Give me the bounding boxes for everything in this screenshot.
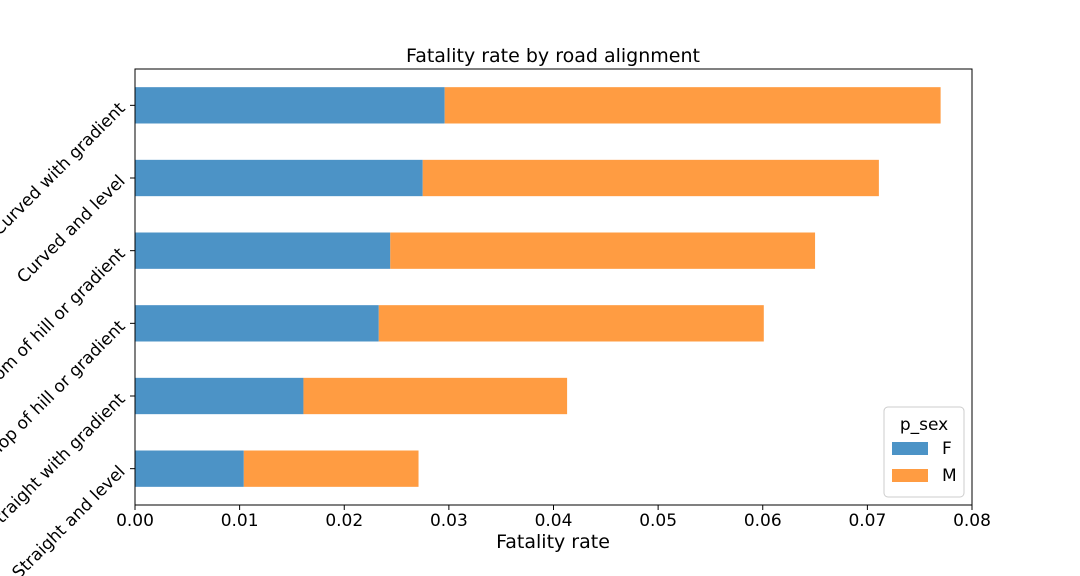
legend-swatch-f	[892, 442, 928, 455]
bar-m-1	[303, 377, 568, 415]
bar-m-0	[243, 450, 419, 487]
x-tick-label: 0.04	[535, 511, 573, 531]
legend-label-f: F	[942, 439, 952, 459]
bar-f-1	[135, 377, 304, 415]
x-tick-label: 0.08	[953, 511, 991, 531]
bar-f-5	[135, 87, 445, 124]
x-tick-label: 0.05	[639, 511, 677, 531]
legend-swatch-m	[892, 469, 928, 482]
chart-title: Fatality rate by road alignment	[406, 45, 700, 67]
legend-label-m: M	[942, 466, 957, 486]
bar-m-4	[422, 159, 879, 197]
bars-layer	[135, 87, 941, 487]
bar-f-0	[135, 450, 244, 487]
x-axis: 0.00 0.01 0.02 0.03 0.04 0.05 0.06 0.07 0.08	[116, 505, 991, 531]
bar-m-5	[444, 87, 941, 124]
x-tick-label: 0.03	[430, 511, 468, 531]
bar-m-3	[390, 232, 816, 269]
x-tick-label: 0.06	[744, 511, 782, 531]
bar-f-4	[135, 159, 423, 197]
bar-f-3	[135, 232, 391, 269]
x-axis-label: Fatality rate	[496, 531, 610, 553]
x-tick-label: 0.00	[116, 511, 154, 531]
legend: p_sex FM	[883, 406, 965, 498]
x-tick-label: 0.01	[221, 511, 259, 531]
x-tick-label: 0.07	[848, 511, 886, 531]
x-tick-label: 0.02	[325, 511, 363, 531]
y-tick-label: Top of hill or gradient	[0, 316, 130, 459]
legend-title: p_sex	[900, 415, 948, 435]
bar-m-2	[378, 305, 764, 342]
plot-frame	[134, 68, 973, 506]
bar-f-2	[135, 305, 379, 342]
y-tick-label: Curved with gradient	[0, 98, 130, 239]
